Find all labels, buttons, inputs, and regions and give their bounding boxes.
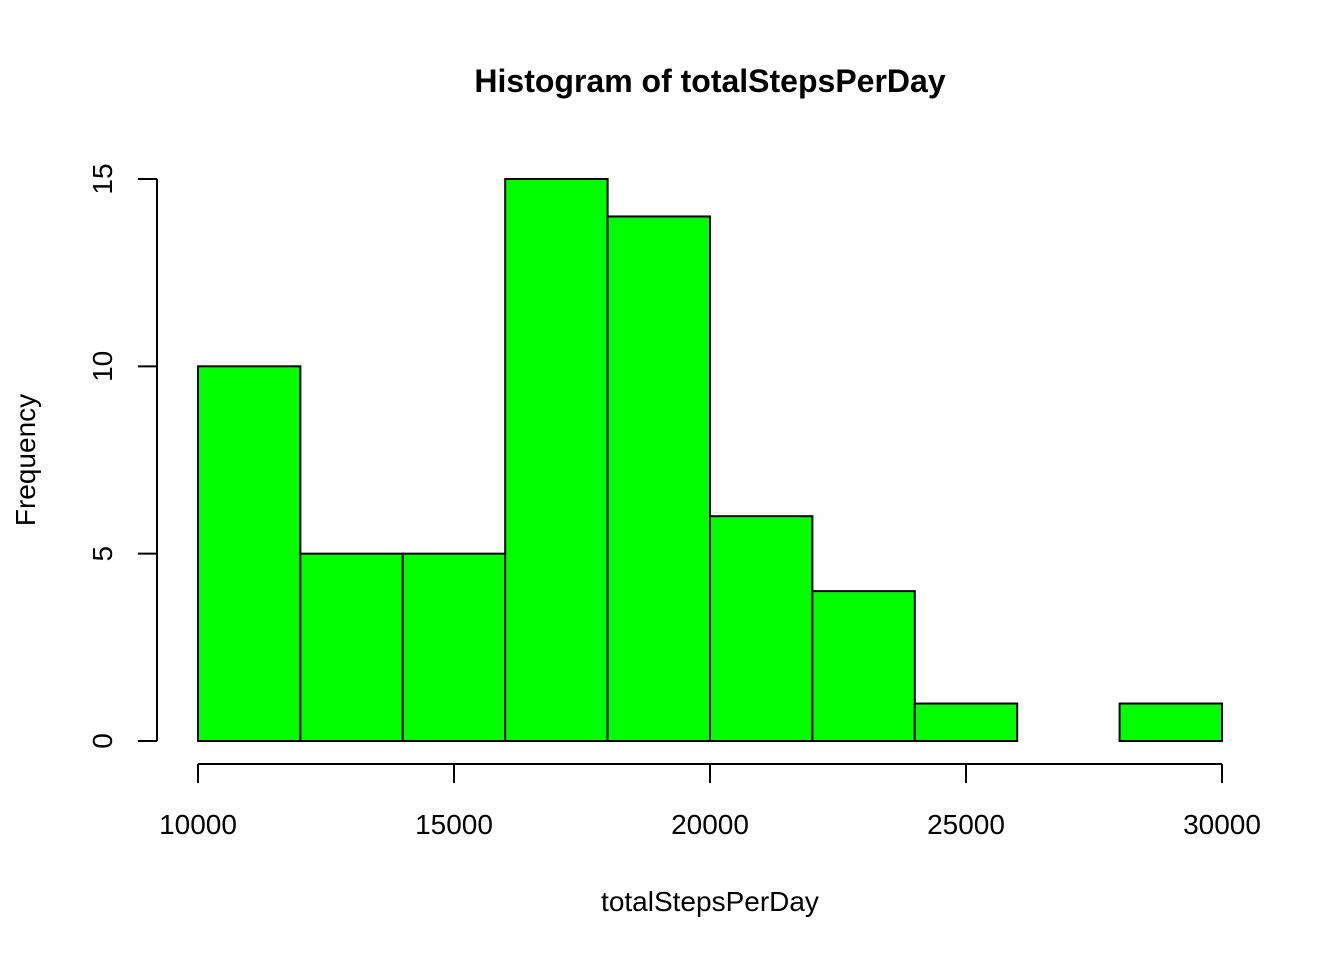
x-tick-label: 20000 [671,809,749,840]
x-tick-label: 15000 [415,809,493,840]
histogram-bar-3 [504,178,609,742]
chart-title: Histogram of totalStepsPerDay [474,63,945,99]
x-tick-label: 30000 [1183,809,1261,840]
histogram-bar-1 [299,552,404,743]
x-tick-label: 25000 [927,809,1005,840]
y-tick-label: 15 [87,163,118,194]
histogram-bar-9 [1118,702,1223,742]
histogram-bar-4 [606,215,711,742]
histogram-bar-5 [709,515,814,743]
x-tick-label: 10000 [159,809,237,840]
x-axis-label: totalStepsPerDay [601,886,819,917]
histogram-bar-0 [197,365,302,742]
y-axis: 0 5 10 15 [87,163,158,749]
y-axis-label: Frequency [10,394,41,526]
x-axis: 10000 15000 20000 25000 30000 [159,763,1261,840]
histogram-bar-6 [811,590,916,743]
y-tick-label: 0 [87,733,118,749]
histogram-bar-2 [401,552,507,743]
y-tick-label: 5 [87,546,118,562]
bars [197,178,1223,743]
histogram-bar-7 [913,702,1019,742]
y-tick-label: 10 [87,351,118,382]
